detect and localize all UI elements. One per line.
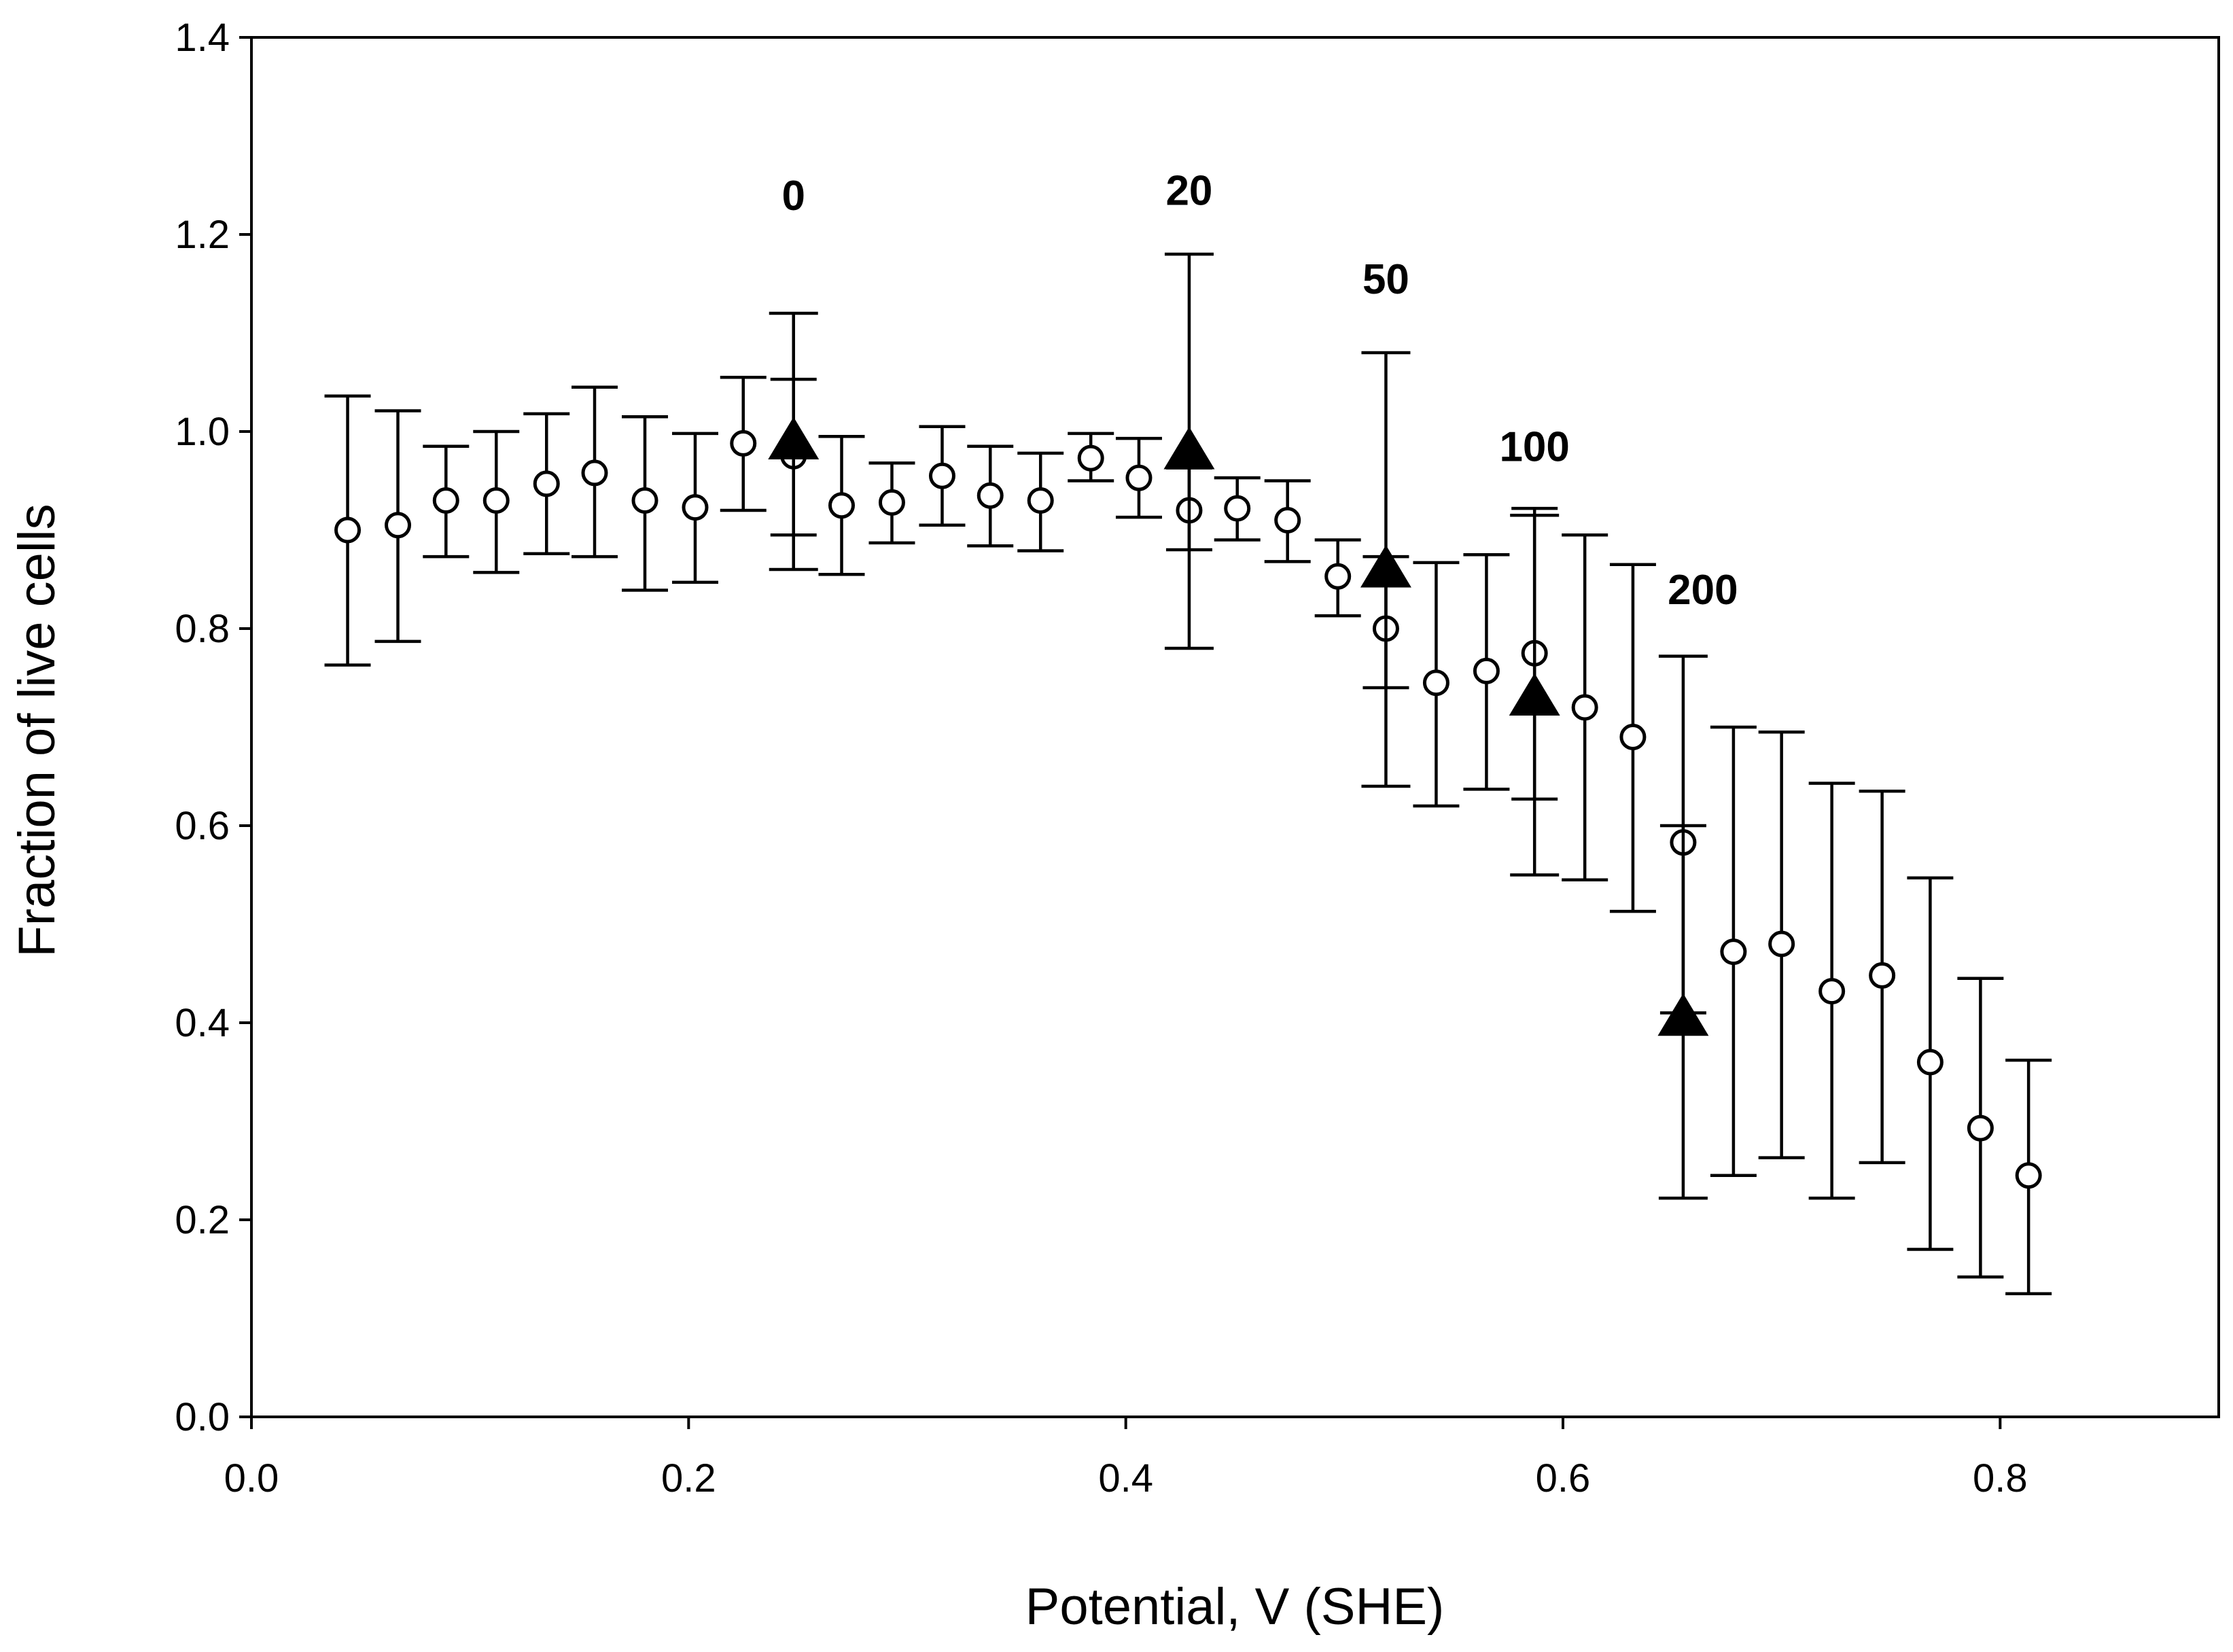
data-point-circle: [1571, 694, 1598, 721]
data-point-triangle: [1657, 993, 1709, 1036]
data-point-circle: [631, 487, 658, 514]
data-point-circle: [1422, 669, 1449, 697]
data-point-circle: [581, 459, 608, 487]
data-point-circle: [2015, 1162, 2042, 1189]
data-point-circle: [1916, 1049, 1944, 1076]
dose-annotation: 20: [1165, 168, 1212, 215]
data-point-circle: [1473, 657, 1500, 684]
plot-frame: [250, 36, 2220, 1418]
x-tick-label: 0.0: [224, 1456, 279, 1500]
data-point-circle: [682, 494, 709, 521]
data-point-circle: [977, 482, 1004, 509]
data-point-circle: [1818, 978, 1846, 1005]
plot-area-border: [250, 36, 2220, 1418]
data-point-circle: [533, 470, 560, 497]
annotations: 0 20 50 100 200: [781, 168, 1738, 614]
data-point-circle: [1967, 1114, 1994, 1142]
y-tick-label: 0.8: [175, 607, 230, 651]
data-point-circle: [878, 489, 905, 516]
data-point-circle: [334, 516, 362, 544]
data-point-circle: [1768, 930, 1795, 957]
data-point-circle: [1324, 563, 1352, 590]
dose-annotation: 50: [1362, 256, 1409, 303]
data-point-circle: [432, 487, 459, 514]
y-axis: 0.0 0.2 0.4 0.6 0.8 1.0 1.2 1.4: [175, 16, 251, 1439]
dose-annotation: 100: [1499, 424, 1569, 471]
y-tick-label: 1.4: [175, 16, 230, 60]
data-point-circle: [1619, 724, 1647, 750]
data-point-circle: [1077, 444, 1104, 472]
data-point-circle: [730, 429, 757, 457]
data-point-triangle: [1509, 673, 1560, 716]
x-tick-label: 0.4: [1098, 1456, 1153, 1500]
data-point-triangle: [1360, 545, 1411, 588]
series-open-circles: [324, 376, 2052, 1295]
y-tick-label: 0.2: [175, 1198, 230, 1242]
y-tick-label: 0.4: [175, 1001, 230, 1045]
y-tick-label: 1.2: [175, 213, 230, 257]
dose-annotation: 200: [1668, 567, 1738, 614]
x-tick-label: 0.6: [1536, 1456, 1591, 1500]
data-point-triangle: [768, 417, 820, 459]
data-point-circle: [1869, 962, 1896, 989]
y-axis-title: Fraction of live cells: [8, 504, 66, 957]
x-axis: 0.0 0.2 0.4 0.6 0.8: [224, 1417, 2028, 1500]
data-point-circle: [1274, 507, 1301, 533]
data-point-circle: [1224, 495, 1251, 522]
x-tick-label: 0.8: [1973, 1456, 2028, 1500]
series-filled-triangles: [768, 252, 1709, 1200]
y-tick-label: 1.0: [175, 410, 230, 454]
dose-annotation: 0: [781, 173, 805, 219]
data-point-triangle: [1163, 427, 1215, 470]
data-point-circle: [482, 487, 510, 514]
x-axis-title: Potential, V (SHE): [1025, 1578, 1445, 1636]
data-point-circle: [385, 512, 412, 539]
data-point-circle: [1027, 487, 1054, 514]
y-tick-label: 0.6: [175, 804, 230, 848]
data-point-circle: [928, 462, 955, 489]
y-tick-label: 0.0: [175, 1395, 230, 1439]
data-point-circle: [828, 492, 855, 519]
x-tick-label: 0.2: [661, 1456, 716, 1500]
data-point-circle: [1125, 464, 1153, 491]
data-point-circle: [1720, 938, 1747, 966]
